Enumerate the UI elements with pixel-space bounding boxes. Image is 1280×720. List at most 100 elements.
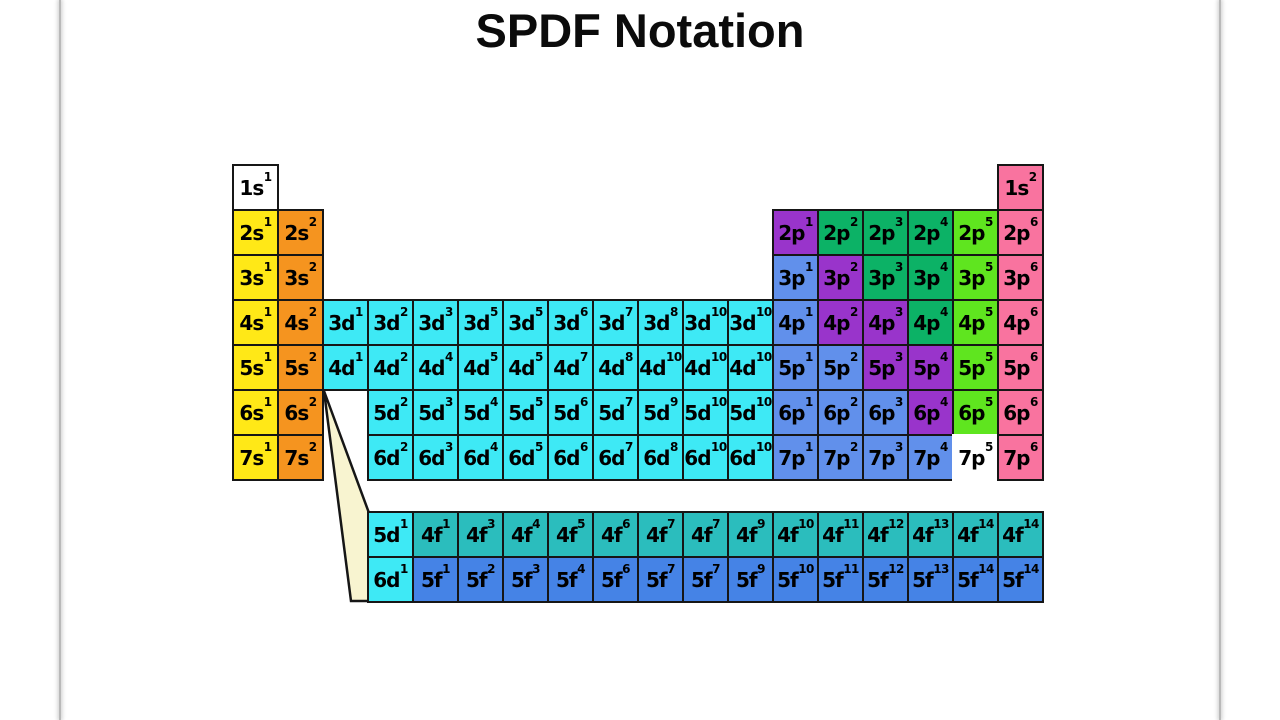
- electron-count-superscript: 12: [888, 516, 904, 531]
- cell-3d10: 3d10: [682, 299, 729, 346]
- cell-5p5: 5p5: [952, 344, 999, 391]
- cell-4d5: 4d5: [502, 344, 549, 391]
- orbital-label: 4f7: [646, 516, 675, 547]
- cell-6d5: 6d5: [502, 434, 549, 481]
- electron-count-superscript: 3: [894, 439, 903, 454]
- cell-6p1: 6p1: [772, 389, 819, 436]
- electron-count-superscript: 7: [712, 516, 720, 531]
- cell-3d7: 3d7: [592, 299, 639, 346]
- electron-count-superscript: 7: [579, 349, 588, 364]
- orbital-label: 3d5: [463, 304, 498, 335]
- cell-4f7: 4f7: [637, 511, 684, 558]
- electron-count-superscript: 5: [534, 304, 543, 319]
- cell-5s2: 5s2: [277, 344, 324, 391]
- orbital-label: 3d3: [418, 304, 453, 335]
- orbital-label: 5f10: [777, 561, 814, 592]
- cell-6p4: 6p4: [907, 389, 954, 436]
- cell-5f6: 5f6: [592, 556, 639, 603]
- electron-count-superscript: 1: [263, 439, 272, 454]
- electron-count-superscript: 10: [756, 349, 772, 364]
- orbital-label: 1s2: [1004, 169, 1037, 200]
- orbital-label: 5d10: [684, 394, 727, 425]
- cell-6p6: 6p6: [997, 389, 1044, 436]
- electron-count-superscript: 10: [711, 394, 727, 409]
- cell-6d10: 6d10: [727, 434, 774, 481]
- electron-count-superscript: 1: [263, 214, 272, 229]
- cell-4p6: 4p6: [997, 299, 1044, 346]
- cell-5p4: 5p4: [907, 344, 954, 391]
- orbital-label: 7s1: [239, 439, 272, 470]
- cell-6d8: 6d8: [637, 434, 684, 481]
- orbital-label: 4d10: [684, 349, 727, 380]
- orbital-label: 3d8: [643, 304, 678, 335]
- electron-count-superscript: 4: [489, 439, 498, 454]
- orbital-label: 4f13: [912, 516, 949, 547]
- electron-count-superscript: 5: [984, 349, 993, 364]
- electron-count-superscript: 6: [1029, 214, 1038, 229]
- electron-count-superscript: 1: [354, 349, 363, 364]
- orbital-label: 4f4: [511, 516, 540, 547]
- cell-2p3: 2p3: [862, 209, 909, 256]
- orbital-label: 5f4: [556, 561, 585, 592]
- cell-5f11: 5f11: [817, 556, 864, 603]
- cell-3d5: 3d5: [457, 299, 504, 346]
- electron-count-superscript: 1: [263, 259, 272, 274]
- orbital-label: 5d9: [643, 394, 678, 425]
- cell-4f11: 4f11: [817, 511, 864, 558]
- electron-count-superscript: 2: [308, 439, 317, 454]
- electron-count-superscript: 1: [804, 439, 813, 454]
- orbital-label: 5p4: [913, 349, 948, 380]
- orbital-label: 7p2: [823, 439, 858, 470]
- orbital-label: 4d2: [373, 349, 408, 380]
- cell-5d1: 5d1: [367, 511, 414, 558]
- orbital-label: 3s2: [284, 259, 317, 290]
- electron-count-superscript: 4: [939, 214, 948, 229]
- cell-5d4: 5d4: [457, 389, 504, 436]
- orbital-label: 5d3: [418, 394, 453, 425]
- cell-6d1: 6d1: [367, 556, 414, 603]
- electron-count-superscript: 1: [804, 214, 813, 229]
- cell-7s1: 7s1: [232, 434, 279, 481]
- orbital-label: 5d10: [729, 394, 772, 425]
- electron-count-superscript: 6: [579, 394, 588, 409]
- cell-4d10: 4d10: [637, 344, 684, 391]
- cell-6p3: 6p3: [862, 389, 909, 436]
- orbital-label: 5f1: [421, 561, 450, 592]
- orbital-label: 7p6: [1003, 439, 1038, 470]
- cell-5f10: 5f10: [772, 556, 819, 603]
- cell-2p5: 2p5: [952, 209, 999, 256]
- orbital-label: 5d2: [373, 394, 408, 425]
- electron-count-superscript: 3: [444, 439, 453, 454]
- orbital-label: 5p3: [868, 349, 903, 380]
- cell-3p2: 3p2: [817, 254, 864, 301]
- cell-6d3: 6d3: [412, 434, 459, 481]
- cell-6d2: 6d2: [367, 434, 414, 481]
- electron-count-superscript: 1: [804, 394, 813, 409]
- orbital-label: 4p2: [823, 304, 858, 335]
- orbital-label: 7p3: [868, 439, 903, 470]
- orbital-label: 7p5: [958, 439, 993, 470]
- orbital-label: 5d7: [598, 394, 633, 425]
- orbital-label: 4d10: [639, 349, 682, 380]
- electron-count-superscript: 1: [263, 304, 272, 319]
- orbital-label: 2p4: [913, 214, 948, 245]
- orbital-label: 4f9: [736, 516, 765, 547]
- cell-4f9: 4f9: [727, 511, 774, 558]
- electron-count-superscript: 2: [308, 349, 317, 364]
- cell-7p2: 7p2: [817, 434, 864, 481]
- cell-4s1: 4s1: [232, 299, 279, 346]
- page-title: SPDF Notation: [475, 4, 805, 57]
- orbital-label: 1s1: [239, 169, 272, 200]
- orbital-label: 5f14: [957, 561, 994, 592]
- cell-4f10: 4f10: [772, 511, 819, 558]
- electron-count-superscript: 1: [354, 304, 363, 319]
- orbital-label: 4d7: [553, 349, 588, 380]
- orbital-label: 5s2: [284, 349, 317, 380]
- cell-5f14: 5f14: [997, 556, 1044, 603]
- electron-count-superscript: 5: [489, 304, 498, 319]
- electron-count-superscript: 10: [711, 439, 727, 454]
- orbital-label: 5p5: [958, 349, 993, 380]
- orbital-label: 4p1: [778, 304, 813, 335]
- cell-2p2: 2p2: [817, 209, 864, 256]
- electron-count-superscript: 3: [894, 259, 903, 274]
